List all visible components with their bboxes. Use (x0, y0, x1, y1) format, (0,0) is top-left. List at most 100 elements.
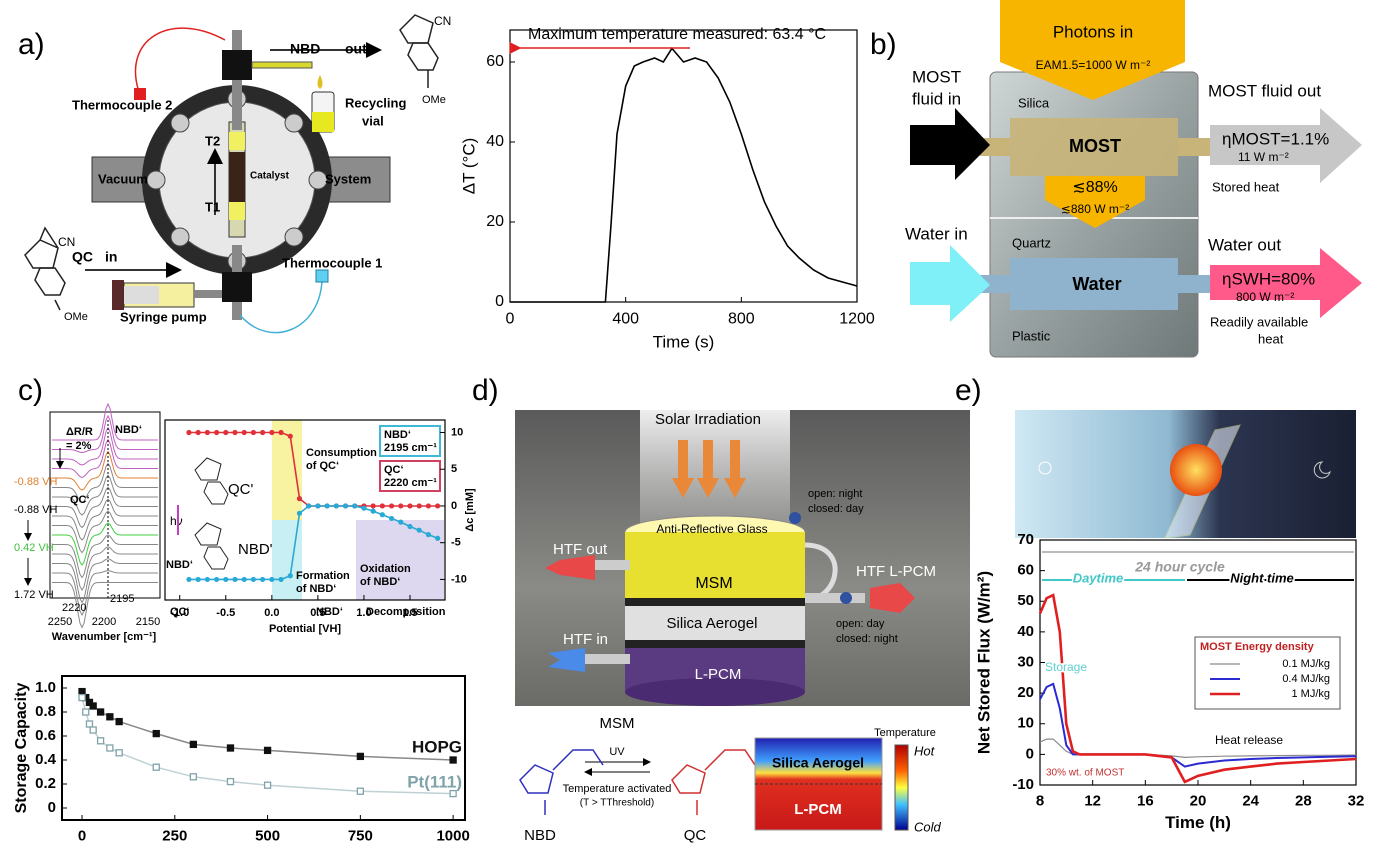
y-tick-label: -5 (451, 537, 461, 549)
x-axis-title: Time (s) (653, 332, 715, 351)
y-tick-label: 0.8 (35, 703, 56, 720)
label: Night time (1230, 570, 1294, 585)
panel-a-diagram-part (315, 269, 329, 283)
spectrum-curve (52, 498, 158, 541)
x-tick-label: 0.0 (264, 607, 279, 619)
label: Catalyst (250, 171, 290, 182)
panel-a-diagram-part (146, 170, 166, 190)
point (416, 527, 422, 533)
panel-a-diagram-part (24, 226, 59, 269)
point (213, 429, 220, 436)
panel-d-illustration-part (789, 512, 801, 524)
label: 2220 (62, 602, 86, 614)
y-axis-title: Net Stored Flux (W/m²) (974, 571, 993, 754)
label: Consumption (306, 447, 377, 459)
label: out (345, 41, 367, 57)
panel-a-diagram-part (239, 279, 323, 334)
point (250, 429, 257, 436)
label: 800 W m⁻² (1236, 290, 1294, 304)
label: Temperature (874, 727, 936, 739)
molecule-sketch (194, 457, 229, 570)
panel-b-diagram-part (1178, 138, 1210, 156)
label: Oxidation (360, 563, 411, 575)
label: NBD (524, 827, 556, 844)
label: L-PCM (695, 666, 742, 683)
series-label: HOPG (412, 737, 462, 756)
label: ηMOST=1.1% (1222, 129, 1329, 148)
label: T2 (205, 133, 220, 148)
spectrum-curve (52, 534, 158, 579)
panel-d-illustration-part (625, 532, 805, 602)
label: closed: day (808, 503, 864, 515)
panel-d-illustration-part (545, 555, 595, 580)
panel-d-illustration-part (672, 478, 746, 498)
x-tick-label: 1.5 (402, 607, 417, 619)
label: NBD' (238, 541, 273, 558)
point (106, 713, 114, 721)
x-tick-label: 1000 (436, 827, 469, 844)
label: UV (609, 746, 625, 758)
y-tick-label: 20 (1017, 684, 1034, 701)
label: (T > TThreshold) (580, 798, 654, 809)
label: Water out (1208, 235, 1281, 254)
panel-b-diagram-part (1178, 275, 1210, 293)
spectrum-curve (52, 426, 158, 466)
label: T1 (205, 199, 220, 214)
spectrum-curve (52, 438, 158, 479)
cv-shading-part (356, 520, 444, 600)
point (223, 429, 229, 436)
point (241, 576, 247, 583)
label: MOST fluid out (1208, 81, 1321, 100)
y-tick-label: -10 (451, 573, 467, 585)
point (204, 429, 210, 436)
label: Formation (296, 570, 350, 582)
panel-a-diagram-part (284, 113, 304, 133)
point (356, 787, 365, 795)
label: open: night (808, 488, 862, 500)
label: OMe (64, 311, 88, 323)
panel-d-illustration-part (625, 602, 805, 644)
label: QC‘ (384, 464, 404, 476)
label: OMe (422, 94, 446, 106)
label: EAM1.5=1000 W m⁻² (1036, 58, 1151, 72)
point (263, 746, 272, 755)
panel-d-illustration-part (805, 593, 865, 603)
annotation: Maximum temperature measured: 63.4 °C (528, 26, 826, 43)
y-tick-label: 20 (486, 213, 504, 230)
point (223, 576, 229, 583)
label: Silica Aerogel (772, 755, 864, 771)
point (352, 503, 358, 509)
point (195, 429, 201, 436)
label: a) (18, 28, 45, 61)
label: 2195 (110, 593, 134, 605)
cv-shading-part (379, 425, 441, 457)
label: 2200 (92, 616, 116, 628)
point (78, 687, 86, 696)
x-tick-label: 0 (506, 311, 515, 328)
label: L-PCM (794, 801, 842, 818)
x-tick-label: 500 (255, 827, 280, 844)
label: ηSWH=80% (1222, 269, 1315, 288)
x-tick-label: 250 (162, 827, 187, 844)
label: QC (72, 249, 93, 265)
point (449, 756, 457, 764)
legend-title: MOST Energy density (1200, 641, 1315, 653)
point (232, 429, 238, 436)
point (425, 532, 432, 538)
label: Recycling (345, 95, 406, 110)
label: Photons in (1053, 22, 1133, 41)
point (152, 763, 160, 771)
label: Temperature activated (563, 783, 672, 795)
label: of QC‘ (306, 460, 339, 472)
point (226, 744, 235, 752)
label: Silica (1018, 95, 1050, 110)
point (306, 503, 312, 509)
cv-shading-part (379, 460, 441, 492)
y-tick-label: 1.0 (35, 679, 56, 696)
x-tick-label: 750 (348, 827, 373, 844)
panel-b-diagram-part (1000, 0, 1185, 100)
label: Stored heat (1212, 179, 1280, 194)
panel-a-diagram (24, 14, 439, 334)
point (89, 726, 97, 734)
panel-a-diagram-part (170, 113, 190, 133)
